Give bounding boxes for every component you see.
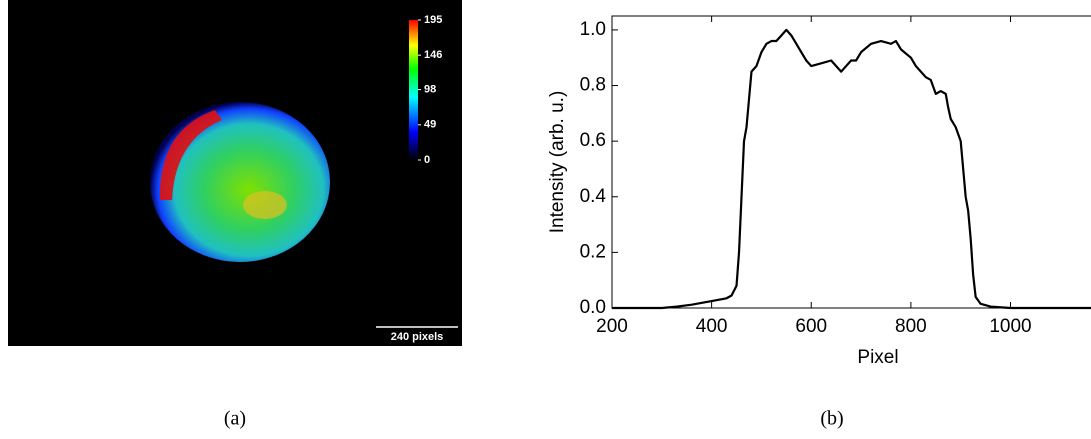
y-tick-label: 0.2 — [580, 241, 606, 262]
y-tick-label: 0.4 — [580, 186, 607, 207]
colorbar-tick-label: 98 — [424, 84, 436, 96]
beam-hot-edge — [159, 110, 222, 200]
colorbar — [409, 20, 418, 160]
data-line — [612, 28, 1091, 310]
caption: (a) — [224, 408, 246, 430]
x-tick-label: 1000 — [989, 316, 1031, 337]
colorbar-tick-label: 195 — [424, 14, 442, 26]
caption: (b) — [820, 408, 843, 430]
plot-frame — [611, 15, 1091, 309]
y-tick-label: 1.0 — [580, 19, 606, 40]
y-tick-label: 0.8 — [580, 75, 606, 96]
beam-hot-spot — [243, 191, 287, 219]
y-tick-label: 0.6 — [580, 130, 606, 151]
x-tick-label: 400 — [696, 316, 728, 337]
y-axis-label: Intensity (arb. u.) — [547, 91, 568, 234]
colorbar-tick-label: 49 — [424, 119, 436, 131]
colorbar-tick-label: 0 — [424, 154, 430, 166]
y-tick-label: 0.0 — [580, 297, 606, 318]
x-tick-label: 200 — [596, 316, 628, 337]
x-tick-label: 800 — [895, 316, 927, 337]
scale-bar-label: 240 pixels — [391, 331, 444, 343]
x-tick-label: 600 — [795, 316, 827, 337]
colorbar-tick-label: 146 — [424, 49, 442, 61]
beam-spot — [150, 102, 330, 262]
x-axis-label: Pixel — [857, 347, 898, 368]
